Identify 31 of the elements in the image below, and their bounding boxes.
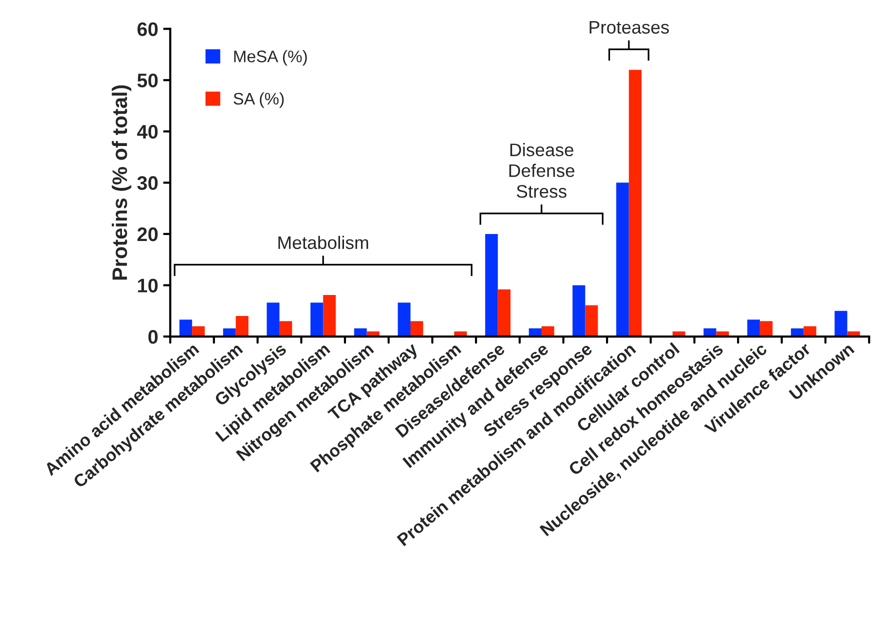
bar (616, 182, 629, 337)
bar (410, 321, 424, 337)
legend-label: MeSA (%) (234, 50, 307, 66)
bar (323, 294, 336, 337)
y-axis-title: Proteins (% of total) (112, 85, 132, 280)
bar (804, 326, 816, 337)
annotation: Disease Defense Stress (509, 143, 574, 198)
y-tick-label: 10 (138, 278, 158, 292)
y-tick-label: 60 (138, 22, 158, 36)
bar (485, 234, 498, 337)
bar (266, 302, 280, 337)
bar (572, 285, 586, 337)
bar (747, 320, 760, 337)
y-tick-label: 40 (137, 124, 158, 139)
legend-label: SA (%) (234, 92, 284, 108)
bar (628, 70, 642, 337)
bar (310, 302, 324, 337)
y-tick-label: 0 (148, 330, 158, 344)
bar (179, 320, 192, 337)
bar (760, 321, 773, 337)
annotation: Metabolism (278, 236, 368, 250)
y-tick-label: 50 (137, 74, 158, 88)
bar (585, 305, 598, 337)
y-tick-label: 20 (137, 227, 158, 242)
y-tick-label: 30 (137, 176, 158, 190)
annotation: Proteases (590, 21, 669, 34)
bar (236, 316, 248, 337)
bar (279, 321, 292, 337)
bar (834, 310, 848, 337)
bar (498, 289, 511, 337)
bar (398, 302, 410, 337)
